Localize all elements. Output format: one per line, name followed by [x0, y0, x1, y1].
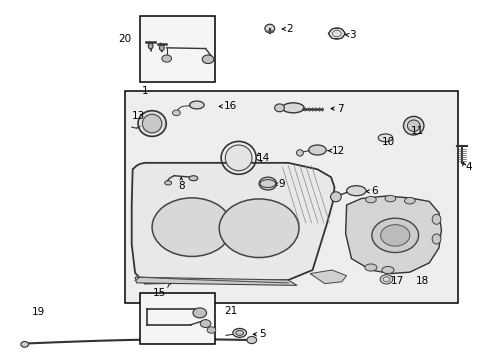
- Text: 6: 6: [370, 186, 377, 197]
- Text: 18: 18: [415, 276, 428, 286]
- Ellipse shape: [407, 120, 419, 131]
- Ellipse shape: [431, 234, 440, 244]
- Ellipse shape: [235, 330, 243, 336]
- Ellipse shape: [431, 214, 440, 224]
- Ellipse shape: [164, 181, 171, 185]
- Circle shape: [21, 342, 29, 347]
- Text: 11: 11: [409, 126, 423, 136]
- Text: 9: 9: [278, 179, 285, 189]
- Text: 13: 13: [131, 111, 144, 121]
- Ellipse shape: [346, 186, 366, 196]
- Circle shape: [328, 28, 344, 39]
- Ellipse shape: [377, 134, 392, 142]
- Ellipse shape: [330, 192, 341, 202]
- Ellipse shape: [384, 195, 395, 202]
- Text: 21: 21: [224, 306, 237, 316]
- Text: 14: 14: [256, 153, 269, 163]
- Text: 2: 2: [285, 24, 292, 34]
- Bar: [140, 293, 215, 344]
- Circle shape: [379, 275, 392, 284]
- Text: 19: 19: [31, 307, 45, 317]
- Ellipse shape: [138, 111, 166, 136]
- Circle shape: [371, 218, 418, 252]
- Circle shape: [162, 55, 171, 62]
- Circle shape: [200, 320, 210, 328]
- Circle shape: [246, 337, 256, 343]
- Bar: [125, 91, 458, 303]
- Text: 16: 16: [224, 102, 237, 111]
- Circle shape: [259, 177, 276, 190]
- Ellipse shape: [159, 45, 164, 51]
- Ellipse shape: [148, 43, 153, 49]
- Ellipse shape: [404, 198, 414, 204]
- Ellipse shape: [232, 328, 246, 337]
- Ellipse shape: [308, 145, 325, 155]
- Text: 12: 12: [331, 146, 345, 156]
- Text: 1: 1: [141, 86, 148, 96]
- Polygon shape: [135, 277, 296, 285]
- Ellipse shape: [189, 176, 198, 181]
- Text: 17: 17: [389, 276, 403, 286]
- Ellipse shape: [381, 266, 393, 274]
- Ellipse shape: [296, 150, 303, 156]
- Text: 10: 10: [381, 137, 394, 147]
- Circle shape: [193, 308, 206, 318]
- Ellipse shape: [364, 264, 376, 271]
- Text: 4: 4: [465, 162, 471, 172]
- Ellipse shape: [365, 197, 375, 203]
- Ellipse shape: [225, 145, 251, 171]
- Ellipse shape: [282, 103, 304, 113]
- Ellipse shape: [274, 104, 284, 112]
- Circle shape: [202, 55, 213, 64]
- Ellipse shape: [264, 24, 274, 33]
- Ellipse shape: [403, 116, 423, 135]
- Text: 15: 15: [152, 288, 166, 297]
- Circle shape: [172, 110, 180, 116]
- Ellipse shape: [142, 114, 162, 133]
- Circle shape: [380, 225, 409, 246]
- Ellipse shape: [189, 101, 203, 109]
- Bar: [140, 16, 215, 82]
- Text: 20: 20: [118, 34, 131, 44]
- Circle shape: [152, 198, 231, 256]
- Polygon shape: [131, 163, 334, 284]
- Polygon shape: [345, 196, 441, 274]
- Circle shape: [206, 327, 215, 333]
- Text: 7: 7: [336, 104, 343, 113]
- Text: 5: 5: [259, 329, 265, 339]
- Polygon shape: [309, 270, 346, 284]
- Text: 3: 3: [348, 30, 355, 40]
- Circle shape: [219, 199, 298, 257]
- Text: 8: 8: [178, 181, 184, 191]
